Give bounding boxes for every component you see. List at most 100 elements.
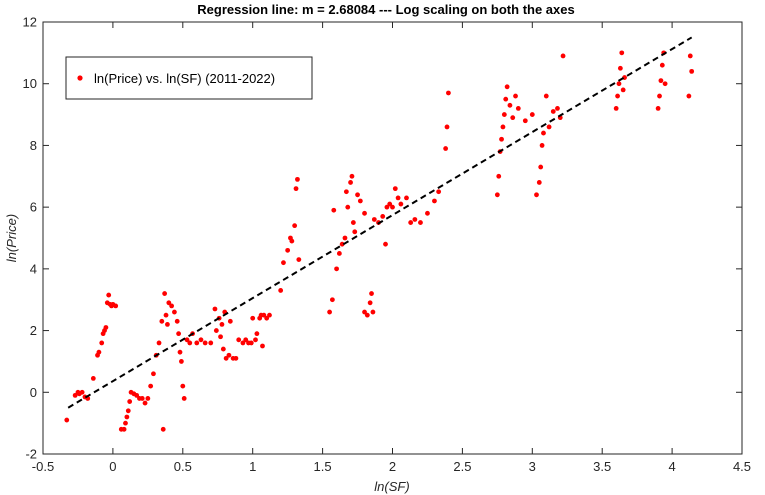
data-point [362, 309, 367, 315]
data-point [278, 288, 284, 293]
y-tick-label: 10 [23, 76, 37, 91]
data-point [370, 309, 376, 315]
data-point [513, 93, 518, 99]
data-point [418, 220, 423, 225]
x-tick-label: -0.5 [32, 459, 54, 474]
data-point [162, 291, 168, 296]
data-point [689, 68, 695, 74]
data-point [446, 90, 451, 96]
data-point [504, 84, 510, 90]
data-point [293, 186, 299, 192]
data-point [350, 220, 356, 225]
data-point [79, 389, 85, 395]
data-point [218, 334, 223, 340]
y-tick-label: 12 [23, 15, 37, 30]
data-point [289, 238, 295, 244]
data-point [620, 87, 626, 93]
data-point [390, 204, 395, 210]
data-point [550, 109, 556, 114]
data-point [180, 383, 186, 389]
data-point [501, 112, 507, 117]
data-point [281, 260, 286, 266]
y-axis-label: ln(Price) [4, 214, 19, 262]
data-point [339, 241, 345, 247]
data-point [331, 207, 337, 213]
data-point [657, 93, 662, 99]
x-tick-label: 2 [389, 459, 396, 474]
data-point [515, 106, 521, 111]
data-point [349, 173, 355, 179]
x-tick-label: 0.5 [174, 459, 192, 474]
data-point [352, 229, 358, 235]
scatter-points [64, 50, 695, 432]
regression-line-group [67, 36, 693, 409]
data-point [219, 322, 225, 327]
data-point [507, 102, 513, 108]
legend-entry: ln(Price) vs. ln(SF) (2011-2022) [94, 71, 275, 86]
data-point [99, 340, 105, 346]
data-point [408, 220, 414, 225]
data-point [194, 340, 200, 346]
x-tick-label: 4 [668, 459, 675, 474]
data-point [543, 93, 549, 99]
data-point [369, 291, 374, 296]
x-tick-label: 3.5 [593, 459, 611, 474]
data-point [534, 192, 539, 198]
data-point [496, 173, 502, 179]
data-point [121, 426, 127, 432]
data-point [541, 130, 546, 136]
legend-box [65, 56, 313, 100]
data-point [425, 210, 430, 216]
data-point [145, 396, 151, 401]
data-point [127, 399, 133, 404]
data-point [198, 337, 204, 343]
data-point [357, 198, 363, 204]
data-point [342, 235, 348, 241]
data-point [367, 300, 373, 306]
data-point [202, 340, 208, 346]
data-point [295, 176, 300, 182]
chart-title: Regression line: m = 2.68084 --- Log sca… [197, 2, 574, 17]
data-point [212, 306, 218, 312]
data-point [395, 195, 401, 201]
data-point [329, 297, 335, 303]
data-point [494, 192, 500, 198]
data-point [213, 328, 219, 333]
data-point [90, 376, 96, 381]
data-point [250, 315, 256, 321]
x-tick-label: 0 [109, 459, 116, 474]
data-point [404, 195, 409, 201]
data-point [113, 303, 119, 309]
data-point [658, 78, 664, 84]
data-point [538, 164, 544, 170]
y-tick-label: 6 [30, 200, 37, 215]
data-point [327, 309, 332, 315]
data-point [124, 414, 130, 420]
data-point [536, 180, 542, 185]
data-point [615, 93, 620, 99]
data-point [106, 292, 112, 298]
data-point [223, 355, 229, 361]
data-point [220, 346, 226, 352]
data-point [176, 331, 182, 337]
data-point [125, 408, 131, 414]
data-point [392, 186, 398, 192]
data-point [253, 337, 258, 343]
data-point [264, 315, 270, 321]
data-point [529, 112, 535, 117]
data-point [443, 146, 449, 151]
data-point [292, 223, 298, 229]
data-point [184, 337, 190, 343]
data-point [398, 201, 404, 207]
data-point [179, 359, 184, 364]
data-point [355, 192, 360, 198]
data-point [687, 53, 693, 59]
data-point [160, 426, 166, 432]
data-point [555, 106, 560, 111]
data-point [187, 340, 193, 346]
data-point [412, 217, 418, 222]
data-point [560, 53, 566, 59]
y-tick-label: 2 [30, 323, 37, 338]
data-point [227, 318, 233, 324]
